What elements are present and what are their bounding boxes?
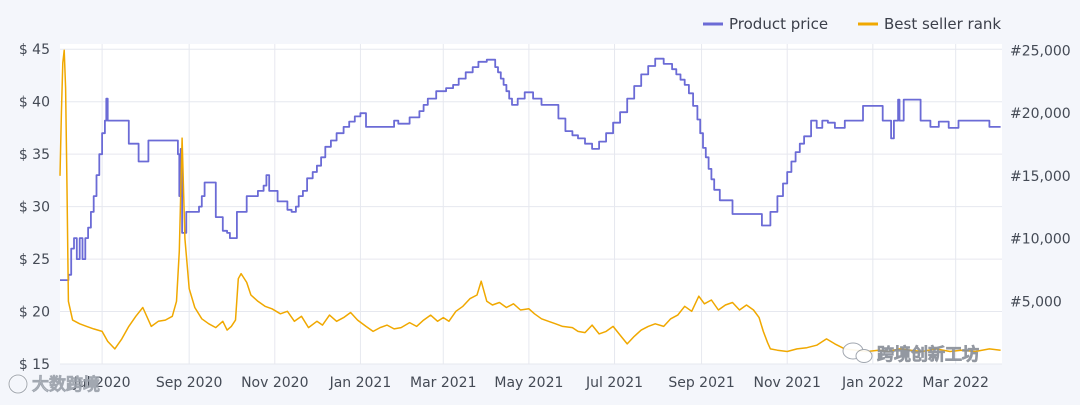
y-right-tick-label: #5,000 — [1010, 294, 1062, 310]
x-tick-label: Jul 2020 — [73, 375, 131, 391]
series-layer — [59, 49, 1001, 353]
watermark-right-text: 跨境创新工坊 — [877, 344, 979, 365]
watermark-logo-outline-icon — [8, 374, 28, 394]
x-tick-label: Sep 2021 — [668, 375, 734, 391]
y-left-tick-label: $ 40 — [19, 95, 50, 111]
x-tick-label: Nov 2021 — [754, 375, 821, 391]
watermark-right: 跨境创新工坊 — [842, 342, 979, 365]
wechat-bubble-icon — [855, 349, 873, 363]
series-line-product-price — [60, 57, 1001, 281]
x-tick-label: Jul 2021 — [585, 375, 643, 391]
y-right-tick-label: #15,000 — [1010, 169, 1071, 185]
legend-label-product-price: Product price — [729, 15, 828, 33]
x-tick-label: May 2021 — [494, 375, 563, 391]
legend-item-product-price[interactable]: Product price — [703, 15, 828, 33]
series-line-best-seller-rank — [59, 49, 1001, 353]
x-tick-label: Jan 2021 — [329, 375, 392, 391]
y-left-tick-label: $ 25 — [19, 252, 50, 268]
y-left-tick-label: $ 45 — [19, 42, 50, 58]
legend: Product price Best seller rank — [703, 15, 1001, 33]
y-left-tick-label: $ 30 — [19, 200, 50, 216]
x-tick-label: Sep 2020 — [156, 375, 222, 391]
y-right-tick-label: #10,000 — [1010, 232, 1071, 248]
legend-item-best-seller-rank[interactable]: Best seller rank — [858, 15, 1001, 33]
x-tick-label: Mar 2021 — [410, 375, 477, 391]
axes: Jul 2020 Sep 2020 Nov 2020 Jan 2021 Mar 2021… — [19, 42, 1071, 391]
legend-label-best-seller-rank: Best seller rank — [884, 15, 1001, 33]
y-left-tick-label: $ 35 — [19, 147, 50, 163]
y-right-tick-label: #25,000 — [1010, 43, 1071, 59]
grid — [60, 44, 1002, 365]
x-tick-label: Nov 2020 — [241, 375, 308, 391]
watermark-left-text: 大数跨境 — [32, 374, 100, 395]
x-tick-label: Mar 2022 — [922, 375, 989, 391]
y-left-tick-label: $ 20 — [19, 305, 50, 321]
y-left-tick-label: $ 15 — [19, 357, 50, 373]
x-tick-label: Jan 2022 — [841, 375, 904, 391]
y-right-tick-label: #20,000 — [1010, 106, 1071, 122]
watermark-left: 大数跨境 — [8, 374, 100, 395]
